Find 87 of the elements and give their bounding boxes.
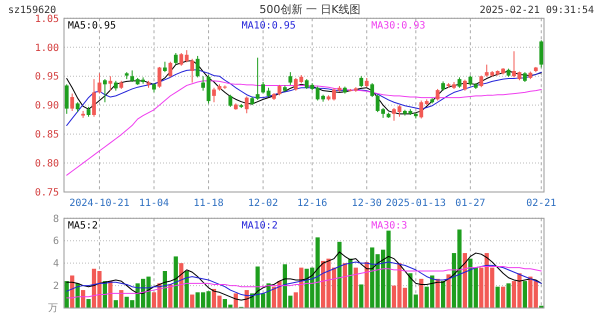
y-tick-label: 0.75 (34, 188, 59, 198)
candlestick (458, 76, 462, 88)
candlestick (479, 75, 484, 88)
candlestick (370, 82, 374, 98)
candlestick (98, 72, 102, 94)
candlestick (212, 87, 216, 103)
candlestick (108, 76, 112, 92)
candlestick (288, 72, 292, 86)
candlestick (103, 78, 107, 103)
bar (174, 256, 178, 308)
chart-title: 500创新 一 日K线图 (259, 3, 361, 16)
candlestick (152, 82, 156, 93)
candlestick (436, 88, 440, 102)
text: sz159620 (8, 5, 56, 16)
bar (440, 281, 446, 308)
candlestick (190, 58, 194, 84)
candlestick (539, 40, 544, 68)
bar (234, 293, 238, 308)
candlestick (468, 75, 472, 86)
y-tick-label: 0.90 (34, 100, 59, 112)
candlestick (359, 76, 364, 88)
y-tick-label: 8 (52, 214, 59, 225)
x-tick-label: 12-30 (352, 198, 382, 209)
candlestick (163, 61, 167, 73)
bar (506, 283, 511, 308)
bar (354, 268, 358, 308)
bar (119, 290, 124, 308)
candlestick (244, 96, 249, 114)
candlestick (174, 52, 178, 66)
candlestick (64, 84, 69, 114)
bar (496, 286, 500, 308)
candlestick (179, 52, 184, 66)
candlestick (441, 80, 445, 92)
x-tick-label: 2025-01-13 (386, 198, 446, 209)
y-tick-label: 2 (52, 281, 59, 292)
y-tick-label: 0.85 (34, 130, 59, 141)
bar (184, 271, 189, 308)
x-tick-label: 2024-10-21 (69, 198, 130, 209)
y-tick-label: 0.80 (34, 158, 59, 170)
candlestick (419, 100, 424, 119)
bar (64, 281, 69, 308)
line-series (66, 80, 542, 176)
bar (179, 263, 184, 308)
y-axis-title: 万 (48, 303, 58, 314)
text: MA5:0.95 (68, 20, 116, 32)
y-tick-label: 1.05 (34, 14, 59, 25)
bar (359, 284, 364, 308)
candlestick (228, 94, 232, 108)
x-tick-label: 02-21 (526, 198, 556, 209)
candlestick (168, 61, 172, 78)
text: MA30:3 (371, 220, 408, 232)
y-tick-label: 4 (52, 258, 59, 270)
candlestick (484, 64, 489, 78)
candlestick (70, 93, 74, 112)
bar (419, 278, 424, 308)
bar (86, 299, 91, 308)
text: 2025-02-21 09:31:54 (480, 5, 594, 16)
candlestick (304, 78, 309, 90)
bar (364, 262, 369, 308)
text: MA10:2 (242, 220, 278, 232)
bar (114, 300, 118, 308)
text: MA30:0.93 (371, 20, 426, 32)
y-tick-label: 6 (52, 236, 59, 248)
candlestick (294, 77, 298, 92)
candlestick (463, 79, 467, 92)
bar (500, 286, 506, 308)
line-series (66, 251, 542, 301)
x-tick-label: 01-27 (455, 198, 486, 209)
x-tick-label: 12-16 (297, 198, 328, 209)
y-tick-label: 1.00 (34, 42, 59, 54)
x-tick-label: 11-04 (138, 198, 170, 209)
x-tick-label: 12-02 (248, 198, 278, 209)
candlestick (523, 72, 527, 82)
bar (342, 263, 348, 308)
candlestick (158, 66, 162, 88)
text: MA10:0.95 (242, 20, 296, 32)
candlestick (92, 78, 96, 118)
text: MA5:2 (68, 220, 98, 232)
bar (190, 294, 194, 308)
candlestick (196, 55, 200, 78)
y-tick-label: 0.95 (34, 72, 59, 83)
candlestick (114, 80, 118, 92)
candlestick (86, 106, 90, 118)
bar (522, 281, 528, 308)
x-tick-label: 11-18 (193, 198, 224, 209)
candlestick (278, 84, 282, 96)
candlestick (76, 102, 80, 113)
